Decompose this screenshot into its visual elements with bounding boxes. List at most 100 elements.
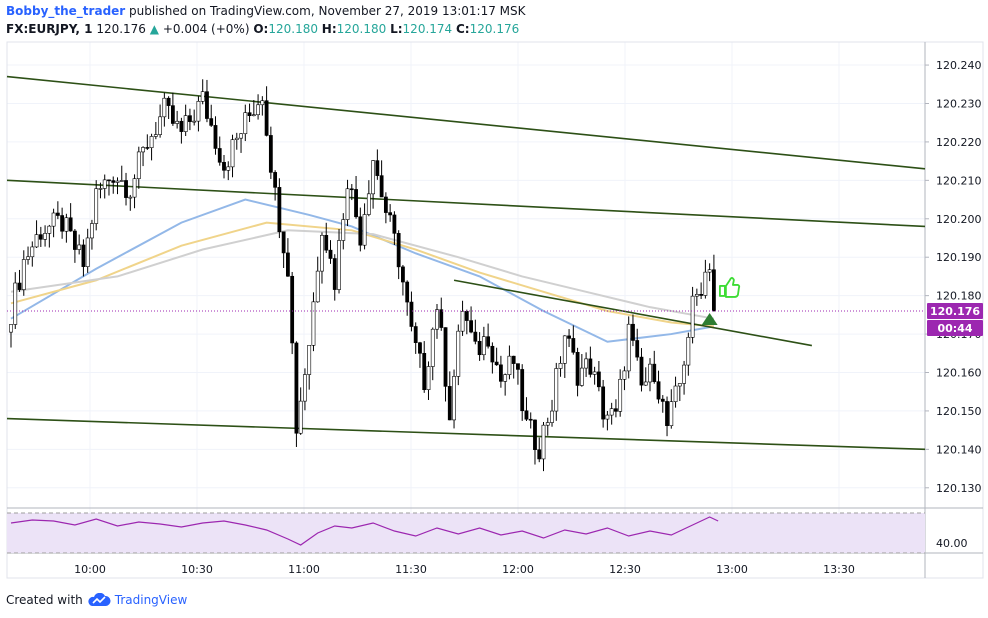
symbol-label[interactable]: FX:EURJPY, 1 bbox=[6, 22, 93, 36]
price-axis[interactable]: 120.130120.140120.150120.160120.170120.1… bbox=[7, 59, 983, 495]
candlesticks bbox=[9, 79, 716, 472]
trendline[interactable] bbox=[6, 179, 926, 228]
y-tick-label: 120.140 bbox=[936, 443, 982, 456]
candle-body bbox=[545, 422, 550, 426]
time-axis[interactable]: 10:00 10:30 11:00 11:30 12:00 12:30 13:00 13:30 bbox=[74, 563, 855, 576]
candle-body bbox=[362, 214, 367, 246]
candle-body bbox=[60, 215, 65, 232]
y-tick-label: 120.190 bbox=[936, 251, 982, 264]
countdown-tag bbox=[927, 320, 983, 337]
candle-body bbox=[30, 246, 35, 258]
x-tick-label: 10:30 bbox=[181, 563, 213, 576]
candle-body bbox=[153, 134, 158, 137]
footer: Created with TradingView bbox=[6, 593, 187, 607]
candle-body bbox=[528, 418, 533, 421]
tradingview-link[interactable]: TradingView bbox=[114, 593, 188, 607]
x-tick-label: 12:30 bbox=[609, 563, 641, 576]
candle-body bbox=[622, 370, 627, 380]
candle-body bbox=[119, 180, 124, 182]
candle-body bbox=[426, 366, 431, 390]
candle-body bbox=[43, 233, 47, 240]
trendlines[interactable] bbox=[6, 75, 926, 451]
candle-body bbox=[281, 231, 286, 254]
candle-body bbox=[205, 91, 209, 119]
candle-body bbox=[558, 363, 563, 369]
last-price-tag-text: 120.176 bbox=[930, 305, 980, 318]
low-label: L: bbox=[390, 22, 403, 36]
candle-body bbox=[170, 105, 175, 124]
candle-body bbox=[320, 234, 324, 272]
candle-body bbox=[460, 311, 465, 332]
y-tick-label: 120.200 bbox=[936, 213, 982, 226]
x-tick-label: 10:00 bbox=[74, 563, 106, 576]
candle-body bbox=[605, 414, 610, 420]
y-tick-label: 120.180 bbox=[936, 290, 982, 303]
candle-body bbox=[51, 212, 56, 227]
candle-body bbox=[643, 381, 648, 386]
candle-body bbox=[162, 97, 167, 118]
candle-body bbox=[418, 342, 422, 354]
candle-body bbox=[456, 330, 461, 377]
candle-body bbox=[81, 244, 86, 267]
annotations bbox=[701, 277, 741, 326]
candle-body bbox=[592, 371, 597, 375]
candle-body bbox=[430, 328, 435, 367]
candle-body bbox=[498, 364, 503, 382]
candle-body bbox=[550, 410, 554, 423]
candle-body bbox=[596, 371, 601, 388]
candle-body bbox=[694, 294, 699, 297]
candle-body bbox=[285, 252, 290, 277]
candle-body bbox=[677, 383, 682, 387]
countdown-tag-text: 00:44 bbox=[937, 322, 972, 335]
candle-body bbox=[447, 386, 452, 421]
candle-body bbox=[618, 379, 623, 412]
candle-body bbox=[524, 410, 529, 420]
open-label: O: bbox=[253, 22, 269, 36]
candle-body bbox=[311, 301, 316, 346]
trendline[interactable] bbox=[6, 75, 926, 170]
candle-body bbox=[17, 282, 22, 290]
candle-body bbox=[332, 258, 337, 290]
candle-body bbox=[601, 386, 606, 420]
chart-header-publisher: Bobby_the_trader published on TradingVie… bbox=[6, 4, 526, 18]
candle-body bbox=[226, 166, 231, 171]
candle-body bbox=[699, 294, 704, 296]
high-value: 120.180 bbox=[336, 22, 387, 36]
candle-body bbox=[511, 355, 516, 364]
candle-body bbox=[243, 112, 248, 135]
candle-body bbox=[554, 368, 559, 412]
candle-body bbox=[579, 367, 584, 386]
x-tick-label: 12:00 bbox=[502, 563, 534, 576]
candle-body bbox=[21, 259, 26, 290]
candle-body bbox=[26, 256, 30, 260]
candle-body bbox=[13, 282, 18, 325]
trendline[interactable] bbox=[453, 279, 813, 347]
author-name[interactable]: Bobby_the_trader bbox=[6, 4, 126, 18]
candle-body bbox=[90, 223, 94, 239]
candle-body bbox=[358, 216, 363, 246]
candle-body bbox=[149, 136, 154, 148]
candle-body bbox=[366, 193, 371, 215]
rsi-line bbox=[10, 516, 719, 546]
candle-body bbox=[516, 363, 520, 370]
candle-body bbox=[392, 214, 397, 234]
candle-body bbox=[315, 270, 320, 303]
candle-body bbox=[55, 212, 60, 216]
change-text: +0.004 (+0%) bbox=[162, 22, 250, 36]
candle-body bbox=[217, 148, 222, 163]
candle-body bbox=[665, 401, 669, 427]
candle-body bbox=[111, 180, 116, 183]
candle-body bbox=[324, 234, 329, 251]
candle-body bbox=[464, 311, 469, 321]
candle-body bbox=[503, 374, 508, 382]
candle-body bbox=[268, 135, 273, 173]
rsi-tick-label: 40.00 bbox=[936, 537, 968, 550]
candle-body bbox=[107, 179, 111, 182]
candle-body bbox=[68, 217, 73, 232]
candle-body bbox=[413, 326, 418, 343]
trendline[interactable] bbox=[6, 417, 926, 451]
candle-body bbox=[648, 363, 652, 383]
candle-body bbox=[452, 376, 456, 421]
candle-body bbox=[473, 331, 478, 342]
